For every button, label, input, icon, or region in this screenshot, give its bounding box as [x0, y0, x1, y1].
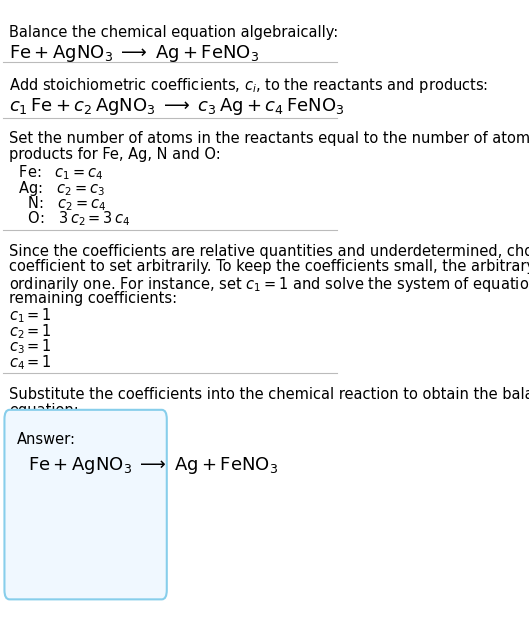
Text: Ag:   $c_2 = c_3$: Ag: $c_2 = c_3$: [14, 179, 106, 198]
Text: Fe:   $c_1 = c_4$: Fe: $c_1 = c_4$: [14, 163, 104, 182]
Text: $\mathrm{Fe + AgNO_3 \;\longrightarrow\; Ag + FeNO_3}$: $\mathrm{Fe + AgNO_3 \;\longrightarrow\;…: [28, 455, 278, 476]
Text: Substitute the coefficients into the chemical reaction to obtain the balanced: Substitute the coefficients into the che…: [10, 387, 529, 403]
Text: Since the coefficients are relative quantities and underdetermined, choose a: Since the coefficients are relative quan…: [10, 244, 529, 259]
Text: Answer:: Answer:: [17, 431, 76, 446]
Text: ordinarily one. For instance, set $c_1 = 1$ and solve the system of equations fo: ordinarily one. For instance, set $c_1 =…: [10, 275, 529, 294]
Text: Add stoichiometric coefficients, $c_i$, to the reactants and products:: Add stoichiometric coefficients, $c_i$, …: [10, 76, 489, 95]
Text: products for Fe, Ag, N and O:: products for Fe, Ag, N and O:: [10, 147, 221, 162]
FancyBboxPatch shape: [4, 410, 167, 599]
Text: Set the number of atoms in the reactants equal to the number of atoms in the: Set the number of atoms in the reactants…: [10, 132, 529, 147]
Text: O:   $3\,c_2 = 3\,c_4$: O: $3\,c_2 = 3\,c_4$: [14, 209, 131, 228]
Text: equation:: equation:: [10, 403, 79, 418]
Text: $c_2 = 1$: $c_2 = 1$: [10, 322, 52, 341]
Text: $c_1 = 1$: $c_1 = 1$: [10, 307, 52, 325]
Text: remaining coefficients:: remaining coefficients:: [10, 290, 178, 305]
Text: N:   $c_2 = c_4$: N: $c_2 = c_4$: [14, 194, 107, 213]
Text: $c_3 = 1$: $c_3 = 1$: [10, 338, 52, 356]
Text: $c_1\,\mathrm{Fe} + c_2\,\mathrm{AgNO_3} \;\longrightarrow\; c_3\,\mathrm{Ag} + : $c_1\,\mathrm{Fe} + c_2\,\mathrm{AgNO_3}…: [10, 96, 345, 117]
Text: $c_4 = 1$: $c_4 = 1$: [10, 353, 52, 372]
Text: $\mathrm{Fe + AgNO_3 \;\longrightarrow\; Ag + FeNO_3}$: $\mathrm{Fe + AgNO_3 \;\longrightarrow\;…: [10, 43, 260, 64]
Text: coefficient to set arbitrarily. To keep the coefficients small, the arbitrary va: coefficient to set arbitrarily. To keep …: [10, 260, 529, 275]
Text: Balance the chemical equation algebraically:: Balance the chemical equation algebraica…: [10, 24, 339, 40]
